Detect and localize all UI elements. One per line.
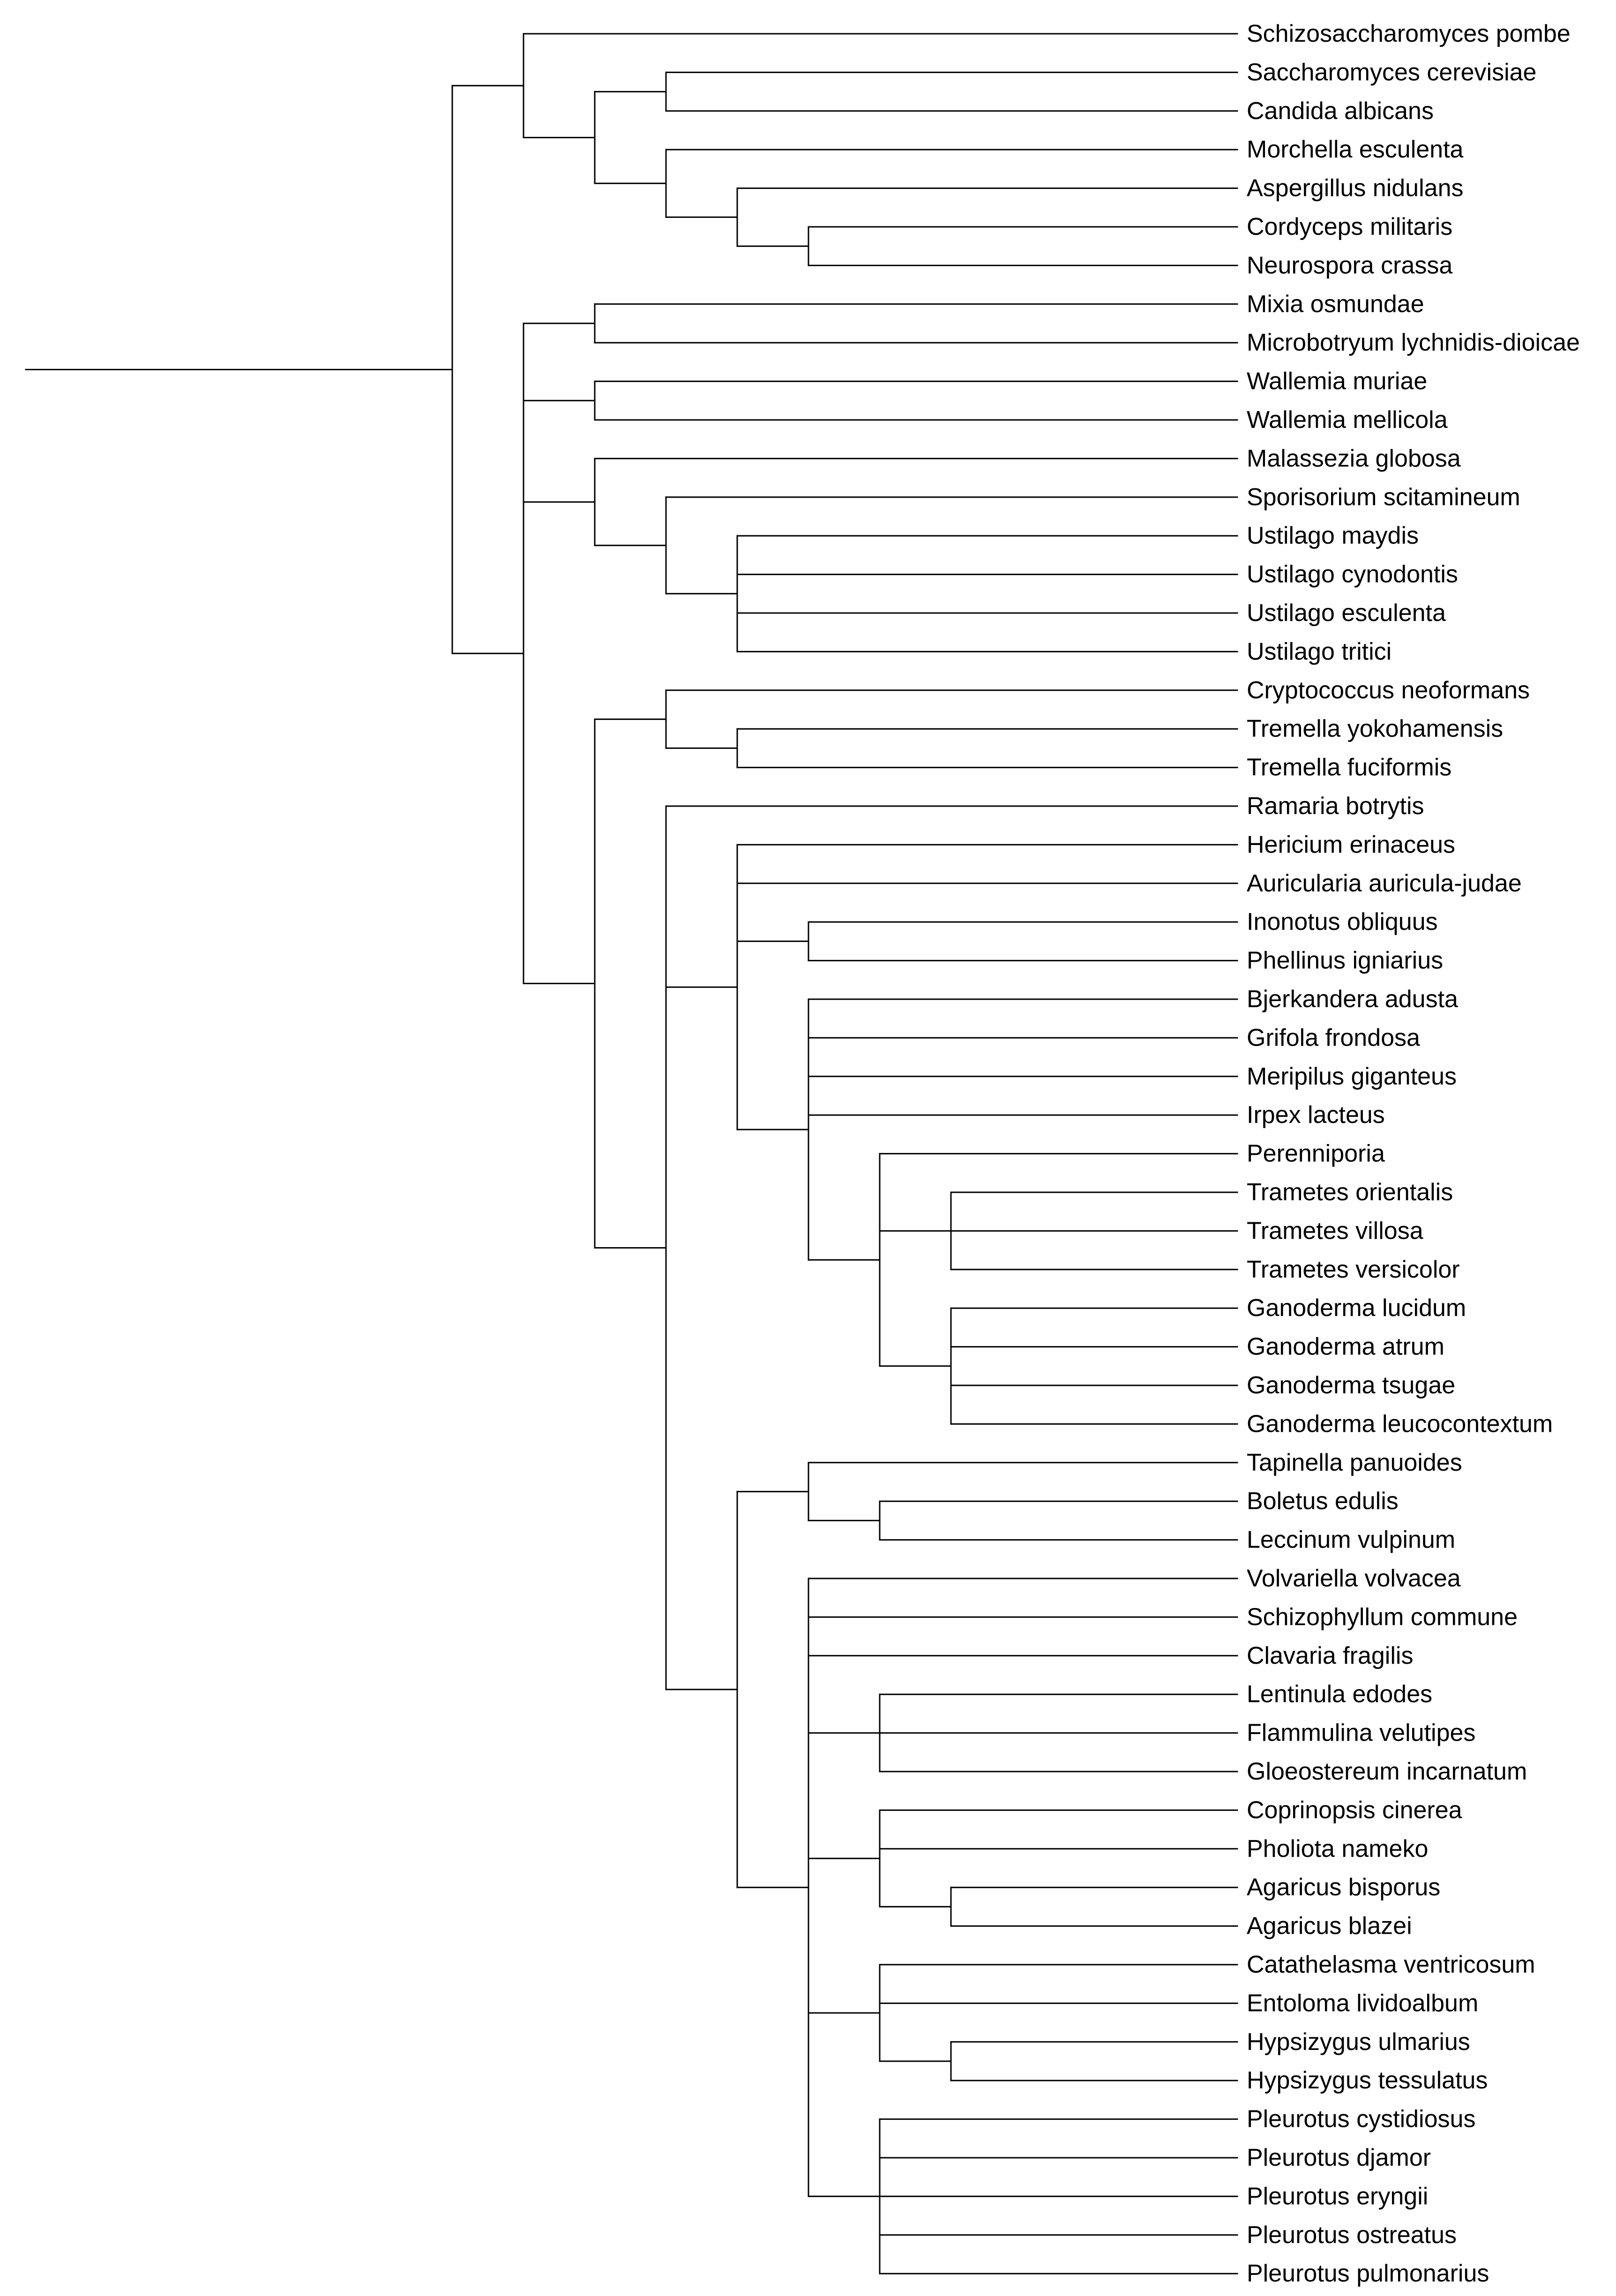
taxon-label: Hericium erinaceus bbox=[1247, 831, 1455, 858]
taxon-label: Ramaria botrytis bbox=[1247, 793, 1424, 820]
taxon-label: Pleurotus pulmonarius bbox=[1247, 2260, 1489, 2287]
taxon-label: Clavaria fragilis bbox=[1247, 1642, 1413, 1669]
taxon-label: Pleurotus eryngii bbox=[1247, 2183, 1428, 2210]
taxon-label: Ustilago esculenta bbox=[1247, 599, 1446, 627]
taxon-label: Irpex lacteus bbox=[1247, 1101, 1385, 1129]
taxon-label: Hypsizygus ulmarius bbox=[1247, 2028, 1470, 2056]
taxon-label: Cordyceps militaris bbox=[1247, 213, 1452, 240]
taxon-label: Trametes versicolor bbox=[1247, 1256, 1460, 1283]
taxon-label: Wallemia mellicola bbox=[1247, 406, 1448, 434]
taxon-label: Coprinopsis cinerea bbox=[1247, 1796, 1462, 1824]
taxon-label: Catathelasma ventricosum bbox=[1247, 1951, 1535, 1978]
taxon-label: Tapinella panuoides bbox=[1247, 1449, 1462, 1476]
taxon-label: Ustilago tritici bbox=[1247, 638, 1392, 665]
taxon-label: Malassezia globosa bbox=[1247, 445, 1461, 472]
taxon-label: Ustilago cynodontis bbox=[1247, 561, 1458, 588]
taxon-label: Microbotryum lychnidis-dioicae bbox=[1247, 329, 1580, 356]
taxon-label: Neurospora crassa bbox=[1247, 252, 1452, 279]
taxon-label: Morchella esculenta bbox=[1247, 136, 1464, 163]
taxon-label: Inonotus obliquus bbox=[1247, 908, 1438, 935]
taxon-label: Entoloma lividoalbum bbox=[1247, 1989, 1478, 2017]
taxon-label: Trametes villosa bbox=[1247, 1217, 1423, 1244]
taxon-label: Volvariella volvacea bbox=[1247, 1565, 1461, 1592]
taxon-label: Schizosaccharomyces pombe bbox=[1247, 20, 1571, 47]
taxon-label: Perenniporia bbox=[1247, 1140, 1385, 1167]
taxon-label: Schizophyllum commune bbox=[1247, 1603, 1518, 1630]
taxon-label: Ganoderma leucocontextum bbox=[1247, 1410, 1553, 1437]
taxon-label: Cryptococcus neoformans bbox=[1247, 677, 1530, 704]
taxon-label: Pleurotus ostreatus bbox=[1247, 2221, 1457, 2249]
taxon-label: Bjerkandera adusta bbox=[1247, 986, 1458, 1013]
taxon-label: Ganoderma lucidum bbox=[1247, 1294, 1466, 1322]
tree-branches bbox=[25, 33, 1238, 2274]
taxon-label: Wallemia muriae bbox=[1247, 368, 1427, 395]
taxon-label: Flammulina velutipes bbox=[1247, 1720, 1475, 1747]
taxon-label: Meripilus giganteus bbox=[1247, 1063, 1457, 1090]
taxon-label: Ganoderma atrum bbox=[1247, 1333, 1444, 1361]
taxon-label: Auricularia auricula-judae bbox=[1247, 870, 1522, 897]
taxon-label: Gloeostereum incarnatum bbox=[1247, 1758, 1527, 1785]
taxon-labels: Schizosaccharomyces pombe Saccharomyces c… bbox=[1247, 20, 1580, 2287]
taxon-label: Ganoderma tsugae bbox=[1247, 1372, 1455, 1399]
taxon-label: Mixia osmundae bbox=[1247, 291, 1424, 318]
taxon-label: Lentinula edodes bbox=[1247, 1681, 1432, 1708]
taxon-label: Sporisorium scitamineum bbox=[1247, 484, 1520, 511]
taxon-label: Ustilago maydis bbox=[1247, 522, 1419, 549]
taxon-label: Aspergillus nidulans bbox=[1247, 175, 1464, 202]
taxon-label: Pleurotus djamor bbox=[1247, 2144, 1431, 2171]
taxon-label: Leccinum vulpinum bbox=[1247, 1526, 1455, 1554]
taxon-label: Agaricus bisporus bbox=[1247, 1874, 1440, 1901]
taxon-label: Pholiota nameko bbox=[1247, 1835, 1428, 1862]
taxon-label: Candida albicans bbox=[1247, 97, 1434, 125]
taxon-label: Grifola frondosa bbox=[1247, 1024, 1420, 1051]
taxon-label: Hypsizygus tessulatus bbox=[1247, 2067, 1488, 2094]
taxon-label: Tremella fuciformis bbox=[1247, 754, 1451, 781]
taxon-label: Saccharomyces cerevisiae bbox=[1247, 59, 1536, 86]
taxon-label: Pleurotus cystidiosus bbox=[1247, 2106, 1475, 2133]
taxon-label: Phellinus igniarius bbox=[1247, 947, 1443, 974]
taxon-label: Agaricus blazei bbox=[1247, 1913, 1412, 1940]
taxon-label: Tremella yokohamensis bbox=[1247, 715, 1503, 742]
taxon-label: Trametes orientalis bbox=[1247, 1179, 1453, 1206]
taxon-label: Boletus edulis bbox=[1247, 1488, 1399, 1515]
